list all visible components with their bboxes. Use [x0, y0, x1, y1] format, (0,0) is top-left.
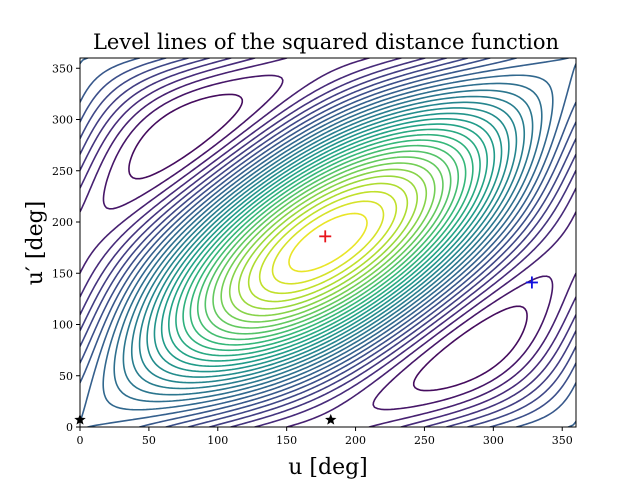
contour-level-24 — [204, 150, 452, 335]
x-tick-label: 150 — [276, 434, 297, 447]
x-axis-label: u [deg] — [288, 455, 368, 480]
contour-level-32 — [288, 212, 368, 273]
x-tick-label: 50 — [142, 434, 156, 447]
x-tick-label: 200 — [345, 434, 366, 447]
contour-level-1 — [128, 93, 528, 392]
contour-level-7 — [80, 58, 576, 427]
contour-level-12 — [113, 82, 543, 403]
contour-level-15 — [138, 101, 518, 384]
x-tick-label: 100 — [207, 434, 228, 447]
contour-level-25 — [212, 156, 444, 329]
contour-lines — [80, 58, 576, 427]
contour-level-31 — [271, 200, 385, 285]
contour-level-9 — [80, 58, 576, 427]
contour-level-5 — [80, 58, 576, 427]
contour-level-27 — [228, 168, 428, 317]
y-tick-label: 50 — [59, 370, 73, 383]
y-axis-label: u′ [deg] — [23, 201, 48, 286]
contour-level-2 — [102, 74, 554, 411]
y-tick-label: 300 — [52, 114, 73, 127]
y-tick-label: 150 — [52, 267, 73, 280]
contour-level-16 — [146, 107, 510, 378]
x-tick-label: 300 — [483, 434, 504, 447]
contour-level-23 — [196, 144, 460, 341]
contour-level-28 — [237, 175, 419, 310]
contour-level-21 — [182, 133, 474, 352]
contour-level-22 — [189, 139, 467, 346]
y-tick-label: 200 — [52, 216, 73, 229]
contour-level-18 — [160, 117, 496, 368]
x-tick-label: 0 — [77, 434, 84, 447]
contour-level-30 — [258, 190, 398, 295]
contour-level-17 — [153, 112, 503, 373]
y-tick-label: 250 — [52, 165, 73, 178]
contour-level-6 — [80, 58, 576, 427]
x-axis-ticks: 0 50 100 150 200 250 300 350 — [77, 427, 573, 447]
maximum-marker — [319, 230, 332, 243]
contour-level-14 — [130, 95, 526, 390]
minimum-b-marker — [325, 413, 337, 425]
contour-level-11 — [102, 74, 554, 411]
y-tick-label: 100 — [52, 319, 73, 332]
saddle-marker — [525, 276, 538, 289]
contour-level-29 — [247, 182, 409, 303]
plot-frame — [79, 57, 577, 428]
x-tick-label: 350 — [552, 434, 573, 447]
contour-level-4 — [80, 58, 576, 427]
contour-level-3 — [80, 58, 576, 427]
contour-level-13 — [122, 89, 534, 396]
y-tick-label: 350 — [52, 62, 73, 75]
contour-level-20 — [175, 128, 481, 357]
contour-level-19 — [168, 123, 488, 362]
y-axis-ticks: 0 50 100 150 200 250 300 350 — [52, 62, 80, 434]
chart-title: Level lines of the squared distance func… — [93, 30, 559, 54]
x-tick-label: 250 — [414, 434, 435, 447]
contour-level-26 — [220, 162, 436, 323]
contour-level-10 — [80, 58, 576, 427]
y-tick-label: 0 — [66, 421, 73, 434]
contour-level-8 — [80, 58, 576, 427]
